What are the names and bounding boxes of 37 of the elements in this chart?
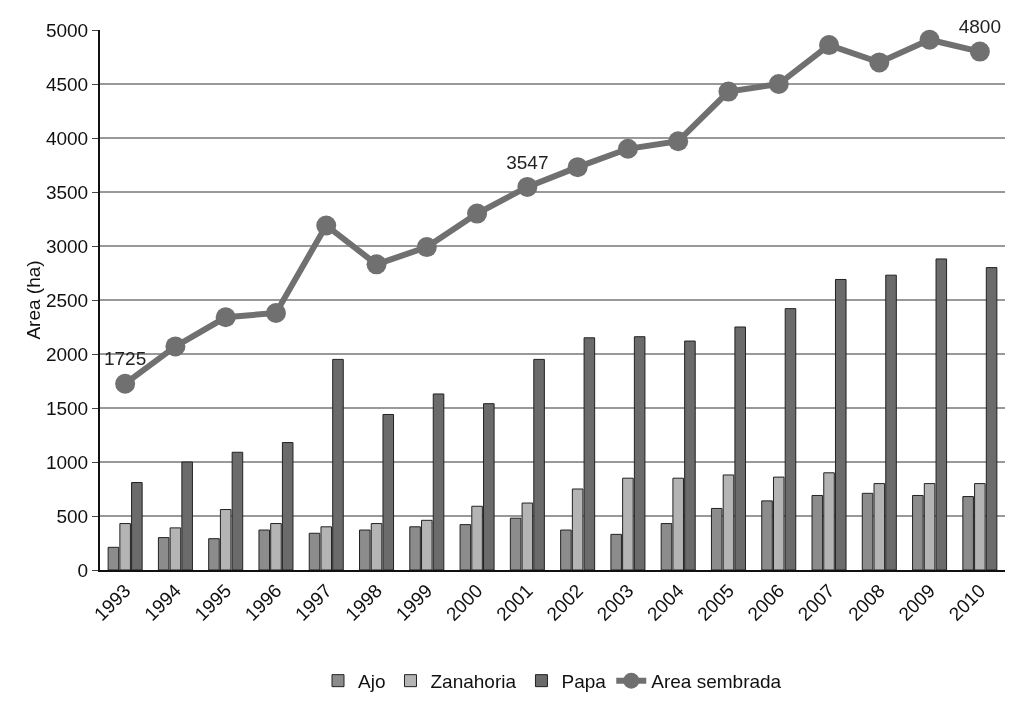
point [969, 41, 990, 62]
data-label: 1725 [104, 348, 147, 370]
y-tick-label: 2000 [45, 343, 89, 365]
y-tick-label: 2500 [45, 289, 89, 311]
y-tick-label: 0 [77, 559, 89, 581]
legend-label: Zanahoria [430, 671, 517, 693]
point [215, 307, 236, 328]
y-tick-label: 1500 [45, 397, 89, 419]
y-tick-label: 500 [56, 505, 89, 527]
point [617, 138, 638, 159]
point [416, 237, 437, 258]
point [718, 81, 739, 102]
y-tick-label: 3500 [45, 181, 89, 203]
point [567, 157, 588, 178]
point [366, 254, 387, 275]
point [265, 302, 286, 323]
y-tick-label: 1000 [45, 451, 89, 473]
y-tick-label: 4500 [45, 73, 89, 95]
point [819, 35, 840, 56]
y-tick-label: 3000 [45, 235, 89, 257]
y-tick-label: 4000 [45, 127, 89, 149]
legend-label: Papa [561, 671, 607, 693]
legend-label: Area sembrada [651, 671, 782, 693]
y-tick-label: 5000 [45, 19, 89, 41]
point [467, 203, 488, 224]
point [869, 52, 890, 73]
point [316, 215, 337, 236]
data-label: 3547 [506, 151, 549, 173]
point [919, 29, 940, 50]
point [517, 176, 538, 197]
point [115, 373, 136, 394]
legend-label: Ajo [358, 671, 386, 693]
y-axis-title: Area (ha) [22, 260, 44, 340]
data-label: 4800 [958, 16, 1001, 38]
point [768, 74, 789, 94]
point [668, 131, 689, 152]
point [165, 336, 186, 357]
